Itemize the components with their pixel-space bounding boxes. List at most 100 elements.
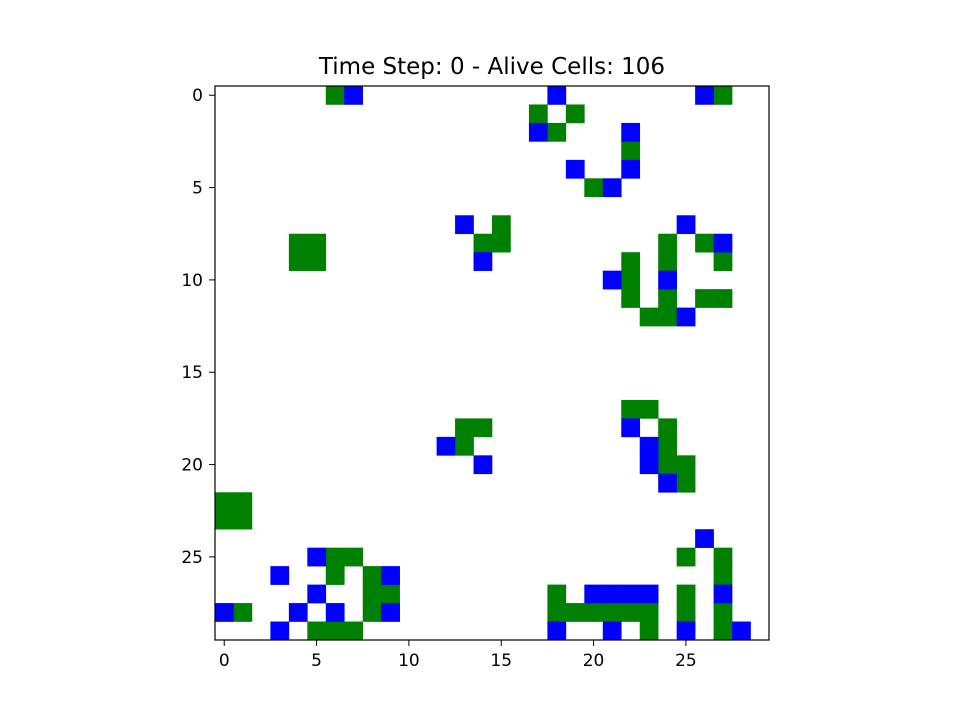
- green-cell: [584, 603, 604, 622]
- x-tick-label: 10: [398, 651, 420, 671]
- blue-cell: [602, 584, 622, 604]
- green-cell: [621, 252, 641, 271]
- green-cell: [344, 621, 364, 641]
- green-cell: [215, 510, 234, 530]
- green-cell: [362, 603, 382, 622]
- blue-cell: [639, 584, 659, 604]
- green-cell: [547, 122, 567, 142]
- ticks-layer: 0 5 10 15 20 25 0 5 10 15 20 25: [181, 86, 696, 671]
- blue-cell: [381, 566, 400, 585]
- y-tick-label: 25: [181, 548, 203, 568]
- green-cell: [713, 252, 733, 271]
- blue-cell: [621, 584, 641, 604]
- axes-background: [215, 86, 769, 640]
- blue-cell: [621, 159, 641, 179]
- blue-cell: [547, 621, 567, 641]
- green-cell: [676, 473, 696, 493]
- cells-layer: [215, 86, 751, 641]
- blue-cell: [658, 473, 677, 493]
- green-cell: [676, 584, 696, 604]
- blue-cell: [215, 603, 234, 622]
- blue-cell: [325, 603, 345, 622]
- green-cell: [492, 233, 511, 253]
- green-cell: [307, 621, 327, 641]
- blue-cell: [639, 455, 659, 475]
- green-cell: [658, 233, 677, 253]
- green-cell: [658, 252, 677, 271]
- blue-cell: [695, 86, 714, 105]
- green-cell: [658, 307, 677, 327]
- green-cell: [639, 399, 659, 419]
- blue-cell: [602, 621, 622, 641]
- chart-title: Time Step: 0 - Alive Cells: 106: [318, 54, 665, 80]
- blue-cell: [713, 584, 733, 604]
- blue-cell: [676, 307, 696, 327]
- green-cell: [676, 455, 696, 475]
- green-cell: [621, 289, 641, 308]
- green-cell: [233, 492, 253, 512]
- green-cell: [713, 86, 733, 105]
- blue-cell: [621, 418, 641, 438]
- blue-cell: [288, 603, 308, 622]
- green-cell: [565, 603, 585, 622]
- green-cell: [639, 621, 659, 641]
- blue-cell: [473, 252, 493, 271]
- blue-cell: [732, 621, 751, 641]
- green-cell: [473, 418, 493, 438]
- green-cell: [473, 233, 493, 253]
- green-cell: [547, 584, 567, 604]
- green-cell: [233, 510, 253, 530]
- green-cell: [307, 252, 327, 271]
- green-cell: [215, 492, 234, 512]
- green-cell: [381, 584, 400, 604]
- blue-cell: [270, 566, 290, 585]
- blue-cell: [528, 122, 548, 142]
- y-tick-label: 5: [192, 179, 203, 199]
- green-cell: [621, 399, 641, 419]
- blue-cell: [584, 584, 604, 604]
- green-cell: [639, 603, 659, 622]
- blue-cell: [713, 233, 733, 253]
- blue-cell: [565, 159, 585, 179]
- green-cell: [325, 86, 345, 105]
- blue-cell: [602, 178, 622, 198]
- x-tick-label: 15: [490, 651, 512, 671]
- green-cell: [713, 603, 733, 622]
- green-cell: [362, 584, 382, 604]
- blue-cell: [436, 436, 456, 456]
- green-cell: [565, 104, 585, 124]
- green-cell: [455, 418, 474, 438]
- plot-area: 0 5 10 15 20 25 0 5 10 15 20 25: [181, 85, 770, 671]
- green-cell: [362, 566, 382, 585]
- x-tick-label: 0: [219, 651, 230, 671]
- green-cell: [288, 252, 308, 271]
- green-cell: [658, 289, 677, 308]
- green-cell: [492, 215, 511, 235]
- y-tick-label: 15: [181, 363, 203, 383]
- blue-cell: [270, 621, 290, 641]
- green-cell: [325, 621, 345, 641]
- green-cell: [344, 547, 364, 567]
- green-cell: [658, 436, 677, 456]
- blue-cell: [381, 603, 400, 622]
- green-cell: [325, 547, 345, 567]
- green-cell: [713, 621, 733, 641]
- blue-cell: [639, 436, 659, 456]
- blue-cell: [621, 122, 641, 142]
- green-cell: [695, 289, 714, 308]
- green-cell: [639, 307, 659, 327]
- green-cell: [233, 603, 253, 622]
- x-tick-label: 5: [311, 651, 322, 671]
- green-cell: [621, 141, 641, 161]
- green-cell: [602, 603, 622, 622]
- green-cell: [713, 566, 733, 585]
- green-cell: [528, 104, 548, 124]
- green-cell: [547, 603, 567, 622]
- axes-frame: [214, 85, 770, 641]
- y-tick-label: 20: [181, 456, 203, 476]
- blue-cell: [307, 584, 327, 604]
- blue-cell: [473, 455, 493, 475]
- blue-cell: [307, 547, 327, 567]
- green-cell: [584, 178, 604, 198]
- blue-cell: [658, 270, 677, 290]
